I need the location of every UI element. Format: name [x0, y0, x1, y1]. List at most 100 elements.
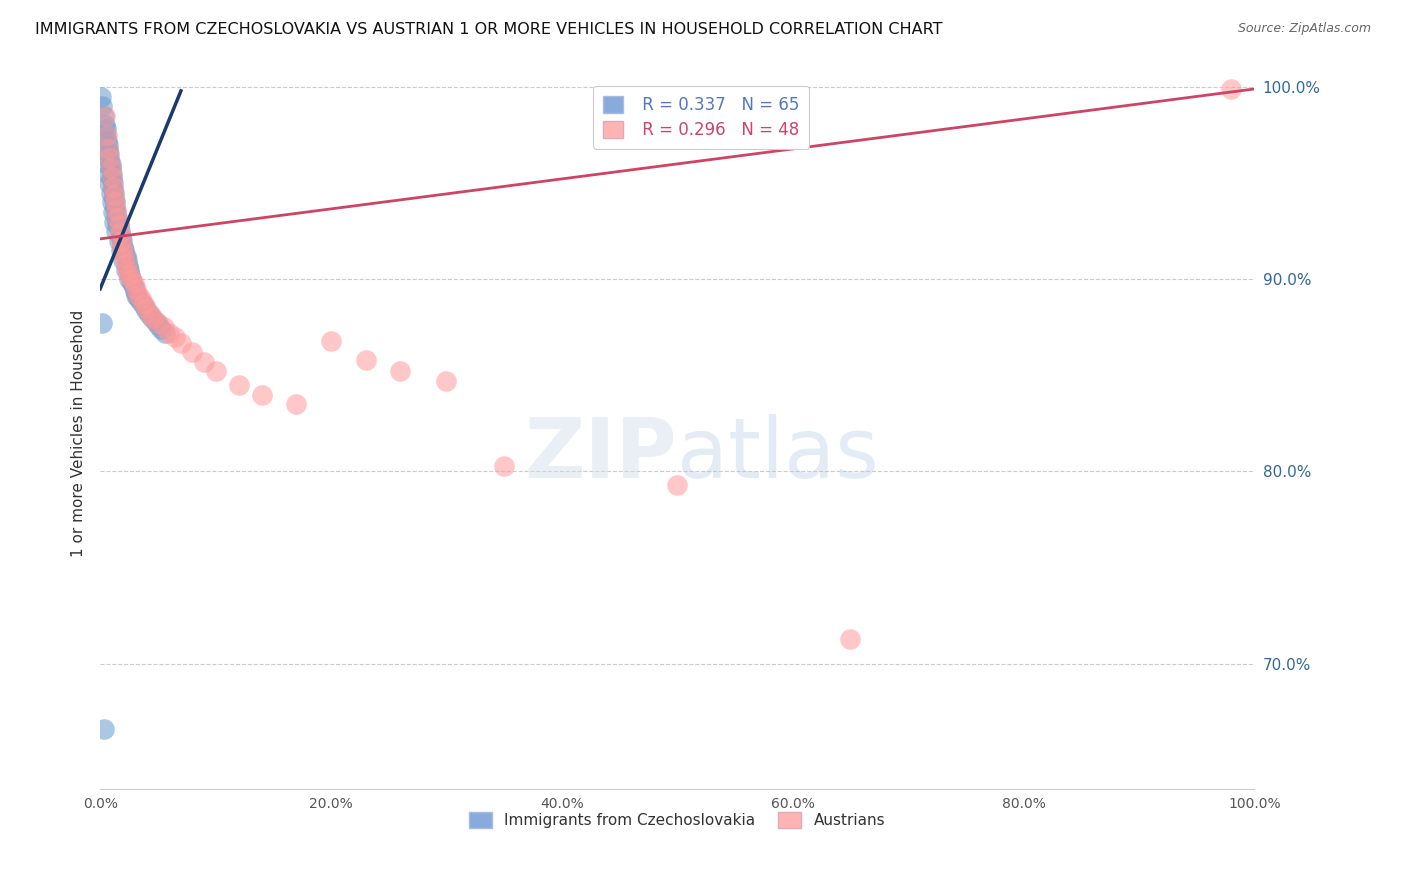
Point — [157, 326, 180, 340]
Point — [839, 632, 862, 646]
Point — [94, 128, 117, 142]
Point — [100, 167, 122, 181]
Point — [122, 280, 145, 294]
Text: atlas: atlas — [678, 414, 879, 495]
Point — [115, 252, 138, 267]
Point — [104, 195, 127, 210]
Point — [108, 224, 131, 238]
Point — [146, 318, 169, 333]
Point — [389, 364, 412, 378]
Point — [127, 287, 149, 301]
Point — [170, 335, 193, 350]
Point — [145, 314, 167, 328]
Point — [129, 295, 152, 310]
Point — [105, 202, 128, 217]
Point — [124, 284, 146, 298]
Point — [110, 234, 132, 248]
Point — [204, 364, 226, 378]
Point — [181, 345, 204, 359]
Point — [122, 276, 145, 290]
Point — [114, 262, 136, 277]
Point — [135, 301, 157, 315]
Point — [118, 272, 141, 286]
Point — [96, 128, 118, 142]
Point — [91, 99, 114, 113]
Y-axis label: 1 or more Vehicles in Household: 1 or more Vehicles in Household — [72, 310, 86, 557]
Point — [98, 176, 121, 190]
Point — [250, 387, 273, 401]
Point — [103, 214, 125, 228]
Text: ZIP: ZIP — [524, 414, 678, 495]
Point — [114, 257, 136, 271]
Point — [138, 307, 160, 321]
Point — [165, 330, 187, 344]
Point — [142, 310, 165, 325]
Text: IMMIGRANTS FROM CZECHOSLOVAKIA VS AUSTRIAN 1 OR MORE VEHICLES IN HOUSEHOLD CORRE: IMMIGRANTS FROM CZECHOSLOVAKIA VS AUSTRI… — [35, 22, 942, 37]
Point — [152, 320, 174, 334]
Point — [93, 109, 115, 123]
Point — [319, 334, 342, 348]
Point — [100, 161, 122, 175]
Point — [228, 378, 250, 392]
Point — [97, 137, 120, 152]
Point — [129, 292, 152, 306]
Point — [91, 317, 114, 331]
Point — [127, 292, 149, 306]
Point — [118, 268, 141, 283]
Point — [132, 297, 155, 311]
Point — [114, 249, 136, 263]
Text: Source: ZipAtlas.com: Source: ZipAtlas.com — [1237, 22, 1371, 36]
Point — [494, 458, 516, 473]
Point — [100, 170, 122, 185]
Point — [666, 478, 689, 492]
Point — [101, 205, 124, 219]
Point — [96, 157, 118, 171]
Point — [98, 147, 121, 161]
Point — [104, 201, 127, 215]
Point — [153, 326, 176, 340]
Point — [93, 119, 115, 133]
Point — [97, 144, 120, 158]
Point — [139, 307, 162, 321]
Point — [117, 259, 139, 273]
Point — [146, 317, 169, 331]
Point — [112, 252, 135, 267]
Point — [107, 211, 129, 225]
Point — [354, 353, 377, 368]
Point — [101, 180, 124, 194]
Point — [100, 186, 122, 200]
Point — [121, 276, 143, 290]
Point — [103, 187, 125, 202]
Point — [105, 205, 128, 219]
Point — [118, 262, 141, 277]
Point — [105, 224, 128, 238]
Legend: Immigrants from Czechoslovakia, Austrians: Immigrants from Czechoslovakia, Austrian… — [463, 806, 891, 834]
Point — [120, 272, 142, 286]
Point — [434, 374, 457, 388]
Point — [90, 89, 112, 103]
Point — [93, 109, 115, 123]
Point — [98, 153, 121, 167]
Point — [93, 722, 115, 736]
Point — [98, 151, 121, 165]
Point — [103, 192, 125, 206]
Point — [112, 245, 135, 260]
Point — [100, 172, 122, 186]
Point — [97, 167, 120, 181]
Point — [107, 219, 129, 233]
Point — [125, 282, 148, 296]
Point — [94, 122, 117, 136]
Point — [107, 214, 129, 228]
Point — [101, 176, 124, 190]
Point — [120, 268, 142, 283]
Point — [103, 186, 125, 200]
Point — [112, 251, 135, 265]
Point — [111, 239, 134, 253]
Point — [110, 244, 132, 258]
Point — [120, 272, 142, 286]
Point — [193, 355, 215, 369]
Point — [107, 211, 129, 225]
Point — [100, 195, 122, 210]
Point — [97, 142, 120, 156]
Point — [1220, 82, 1243, 96]
